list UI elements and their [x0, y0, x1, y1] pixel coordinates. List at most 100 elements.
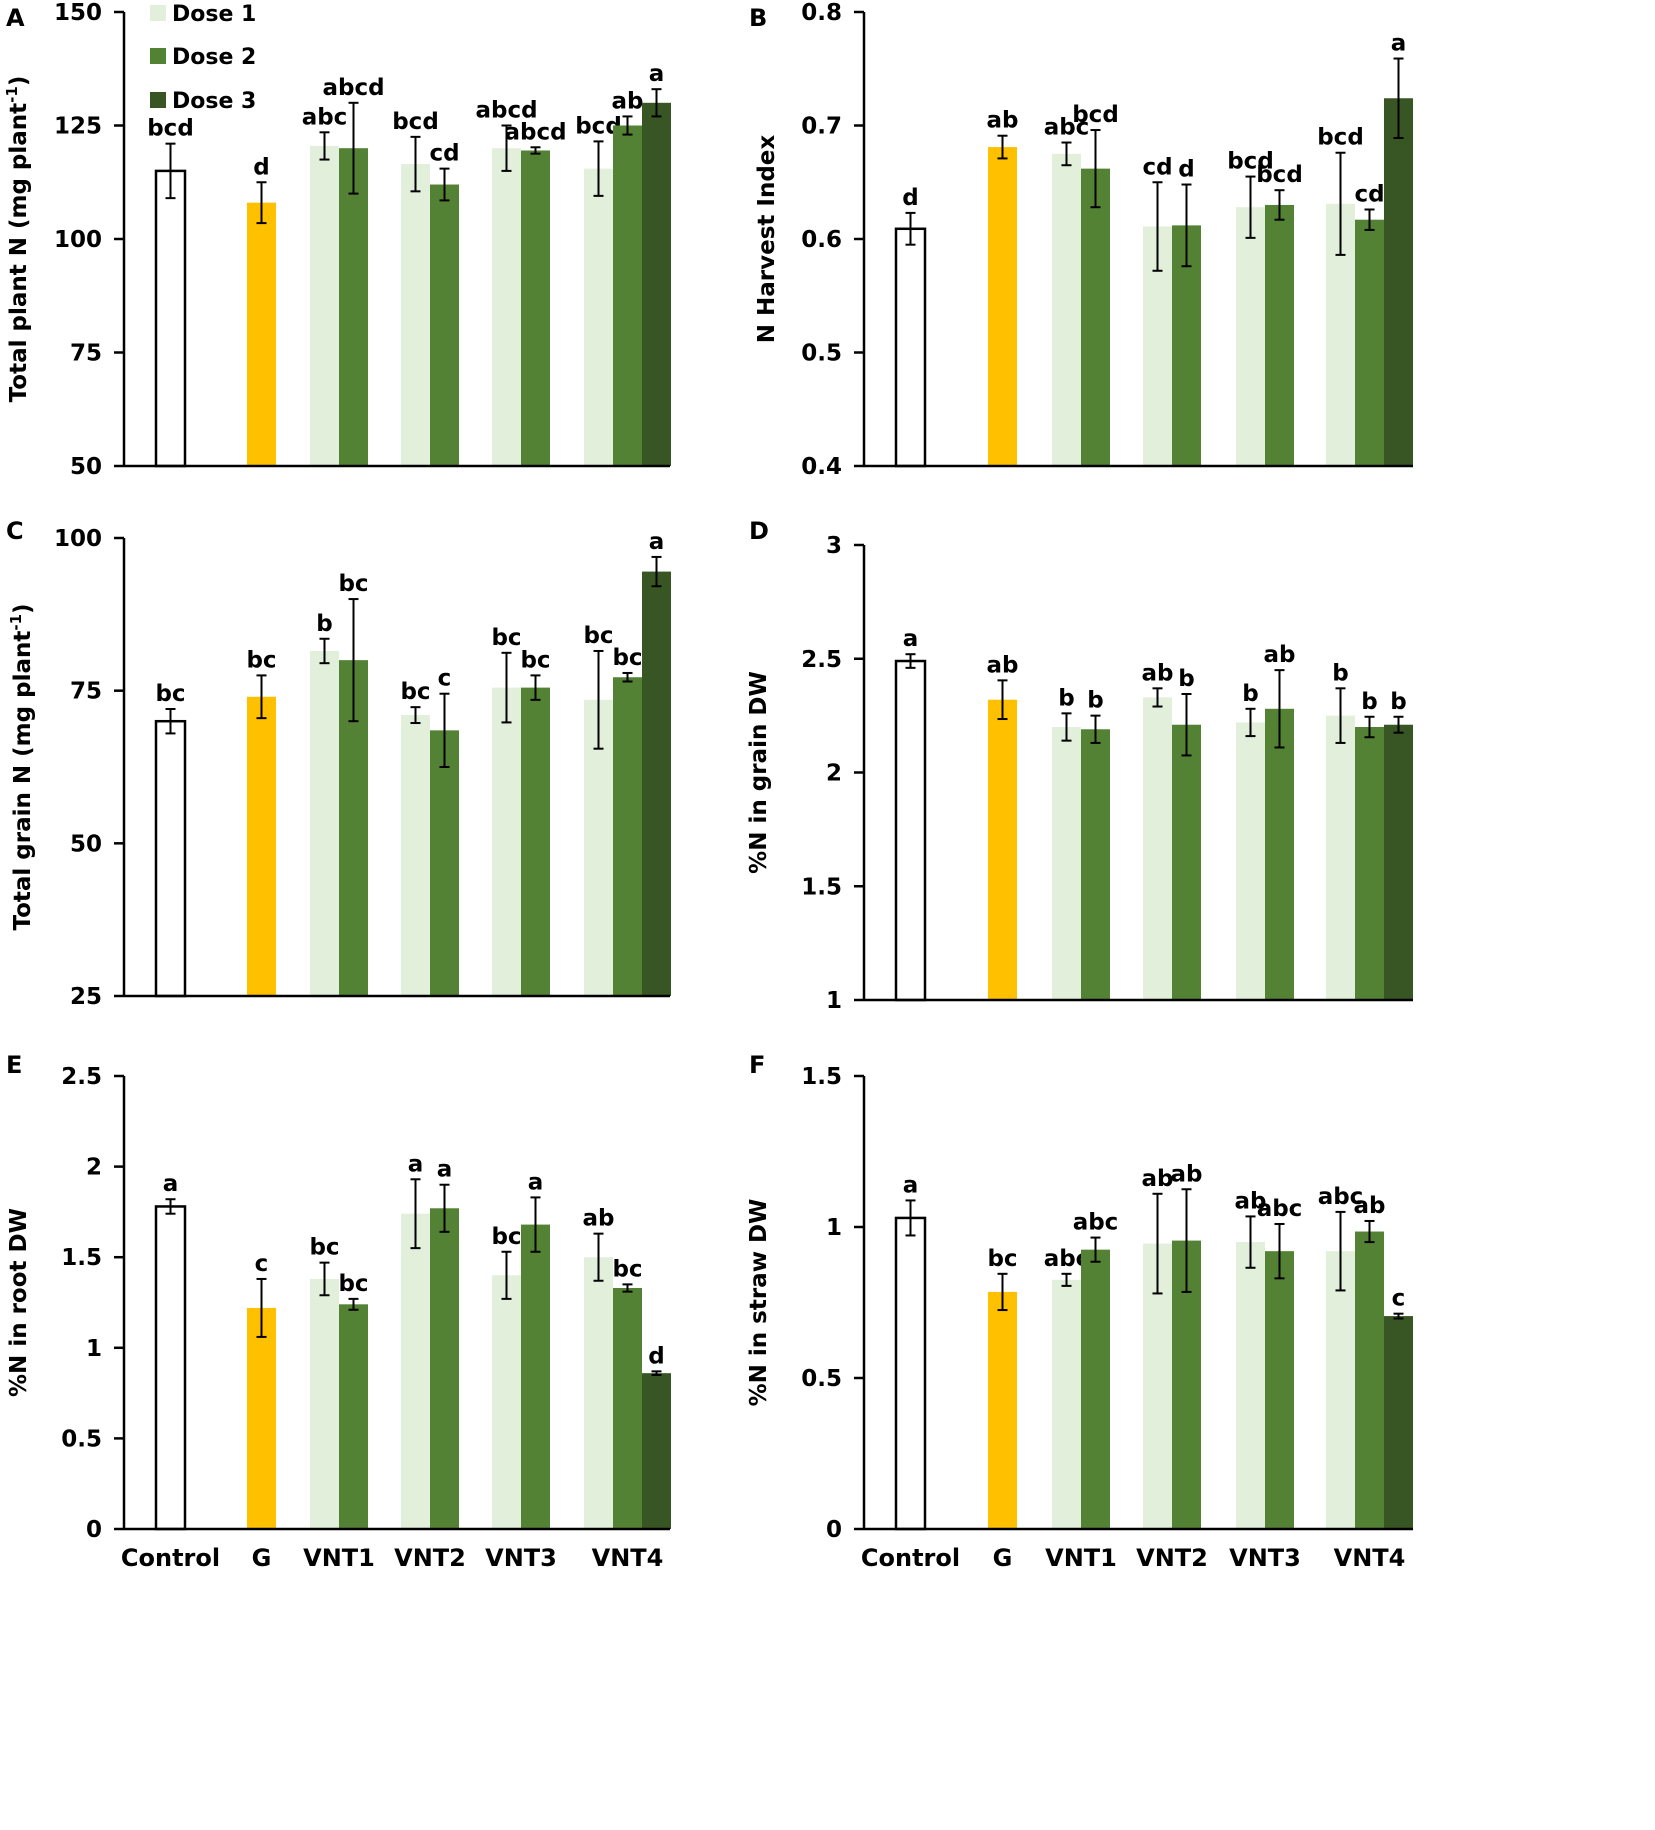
error-bar	[1245, 707, 1256, 738]
significance-label: d	[902, 185, 918, 211]
panel-letter: C	[6, 517, 24, 545]
significance-label: bcd	[147, 116, 194, 142]
y-tick-label: 0.7	[801, 114, 842, 140]
y-tick-label: 0	[86, 1517, 102, 1543]
significance-label: b	[1390, 689, 1406, 715]
y-tick-label: 25	[70, 984, 102, 1010]
significance-label: bc	[987, 1246, 1017, 1272]
error-bar	[1335, 1210, 1346, 1292]
error-bar	[1090, 1236, 1101, 1263]
bar-g-g	[247, 696, 276, 996]
significance-label: a	[437, 1157, 453, 1183]
y-axis-title-main: Total grain N (mg plant	[10, 631, 36, 931]
significance-label: b	[1361, 689, 1377, 715]
bar-vnt1-dose1	[1052, 727, 1081, 1000]
legend: Dose 1 Dose 2 Dose 3	[150, 2, 256, 114]
y-tick-label: 0.6	[801, 227, 842, 253]
bar-vnt3-dose2	[1265, 708, 1294, 1000]
panel-letter: F	[749, 1051, 765, 1079]
error-bar	[530, 674, 541, 701]
significance-label: cd	[429, 141, 459, 167]
error-bar	[439, 692, 450, 768]
y-tick-label: 1	[826, 988, 842, 1014]
significance-label: abc	[1044, 115, 1090, 141]
bar-vnt4-dose1	[584, 1257, 613, 1529]
error-bar	[319, 1261, 330, 1297]
error-bar	[319, 637, 330, 665]
bar-g-g	[988, 147, 1017, 466]
error-bar	[348, 598, 359, 723]
legend-item-dose-2: Dose 2	[150, 45, 256, 70]
bar-vnt4-dose3	[642, 102, 671, 467]
y-tick-label: 0.5	[801, 1366, 842, 1392]
error-bar	[905, 1199, 916, 1237]
error-bar	[593, 1232, 604, 1282]
y-tick-label: 50	[70, 454, 102, 480]
error-bar	[530, 1196, 541, 1253]
significance-label: c	[255, 1251, 269, 1277]
error-bar	[165, 707, 176, 735]
bar-vnt1-dose1	[310, 650, 339, 996]
error-bar	[1152, 181, 1163, 272]
x-tick-label: G	[252, 1544, 272, 1572]
bar-control-control	[154, 169, 187, 468]
legend-item-dose-1: Dose 1	[150, 2, 256, 27]
legend-swatch	[150, 48, 166, 64]
bar-vnt4-dose2	[1355, 1231, 1384, 1529]
legend-label: Dose 1	[172, 2, 256, 27]
y-tick-label: 3	[826, 533, 842, 559]
y-tick-label: 2.5	[801, 647, 842, 673]
panel-letter: A	[6, 4, 25, 32]
error-bar	[1152, 1192, 1163, 1295]
significance-label: bc	[246, 647, 276, 673]
error-bar	[530, 146, 541, 155]
error-bar	[1245, 175, 1256, 239]
bar-vnt1-dose1	[1052, 153, 1081, 466]
significance-label: bcd	[1072, 102, 1119, 128]
significance-label: abc	[1318, 1184, 1364, 1210]
error-bar	[905, 211, 916, 246]
error-bar	[410, 135, 421, 193]
error-bar	[905, 653, 916, 669]
y-tick-label: 0.4	[801, 454, 842, 480]
error-bar	[622, 115, 633, 136]
bar-vnt3-dose1	[492, 1275, 521, 1529]
y-tick-label: 1.5	[61, 1245, 102, 1271]
bar-vnt1-dose2	[339, 1304, 368, 1529]
bar-vnt4-dose3	[642, 1373, 671, 1529]
significance-label: d	[1178, 157, 1194, 183]
bar-vnt4-dose2	[1355, 219, 1384, 466]
y-tick-label: 75	[70, 341, 102, 367]
error-bar	[348, 1297, 359, 1311]
error-bar	[1393, 1312, 1404, 1320]
bar-g-g	[988, 699, 1017, 1000]
significance-label: bc	[309, 1235, 339, 1261]
bar-vnt1-dose1	[1052, 1279, 1081, 1529]
bar-vnt4-dose2	[613, 1288, 642, 1529]
y-axis-title: %N in root DW	[6, 1208, 32, 1397]
y-tick-label: 0.8	[801, 0, 842, 26]
y-tick-label: 0.5	[801, 341, 842, 367]
significance-label: bc	[520, 647, 550, 673]
y-tick-label: 0.5	[61, 1426, 102, 1452]
bar-vnt4-dose1	[1326, 715, 1355, 1000]
x-tick-label: VNT3	[485, 1544, 557, 1572]
bar-control-control	[894, 659, 927, 1002]
bar-vnt4-dose1	[1326, 1251, 1355, 1529]
significance-label: bc	[338, 1271, 368, 1297]
significance-label: ab	[612, 88, 644, 114]
significance-label: b	[1087, 688, 1103, 714]
y-tick-label: 2.5	[61, 1064, 102, 1090]
x-tick-label: VNT2	[1136, 1544, 1208, 1572]
error-bar	[501, 651, 512, 724]
error-bar	[439, 167, 450, 202]
significance-label: bc	[612, 645, 642, 671]
significance-label: bc	[491, 625, 521, 651]
error-bar	[1364, 715, 1375, 739]
bar-vnt2-dose1	[1143, 697, 1172, 1000]
significance-label: d	[253, 154, 269, 180]
y-tick-label: 1.5	[801, 1064, 842, 1090]
bar-vnt2-dose1	[401, 164, 430, 466]
